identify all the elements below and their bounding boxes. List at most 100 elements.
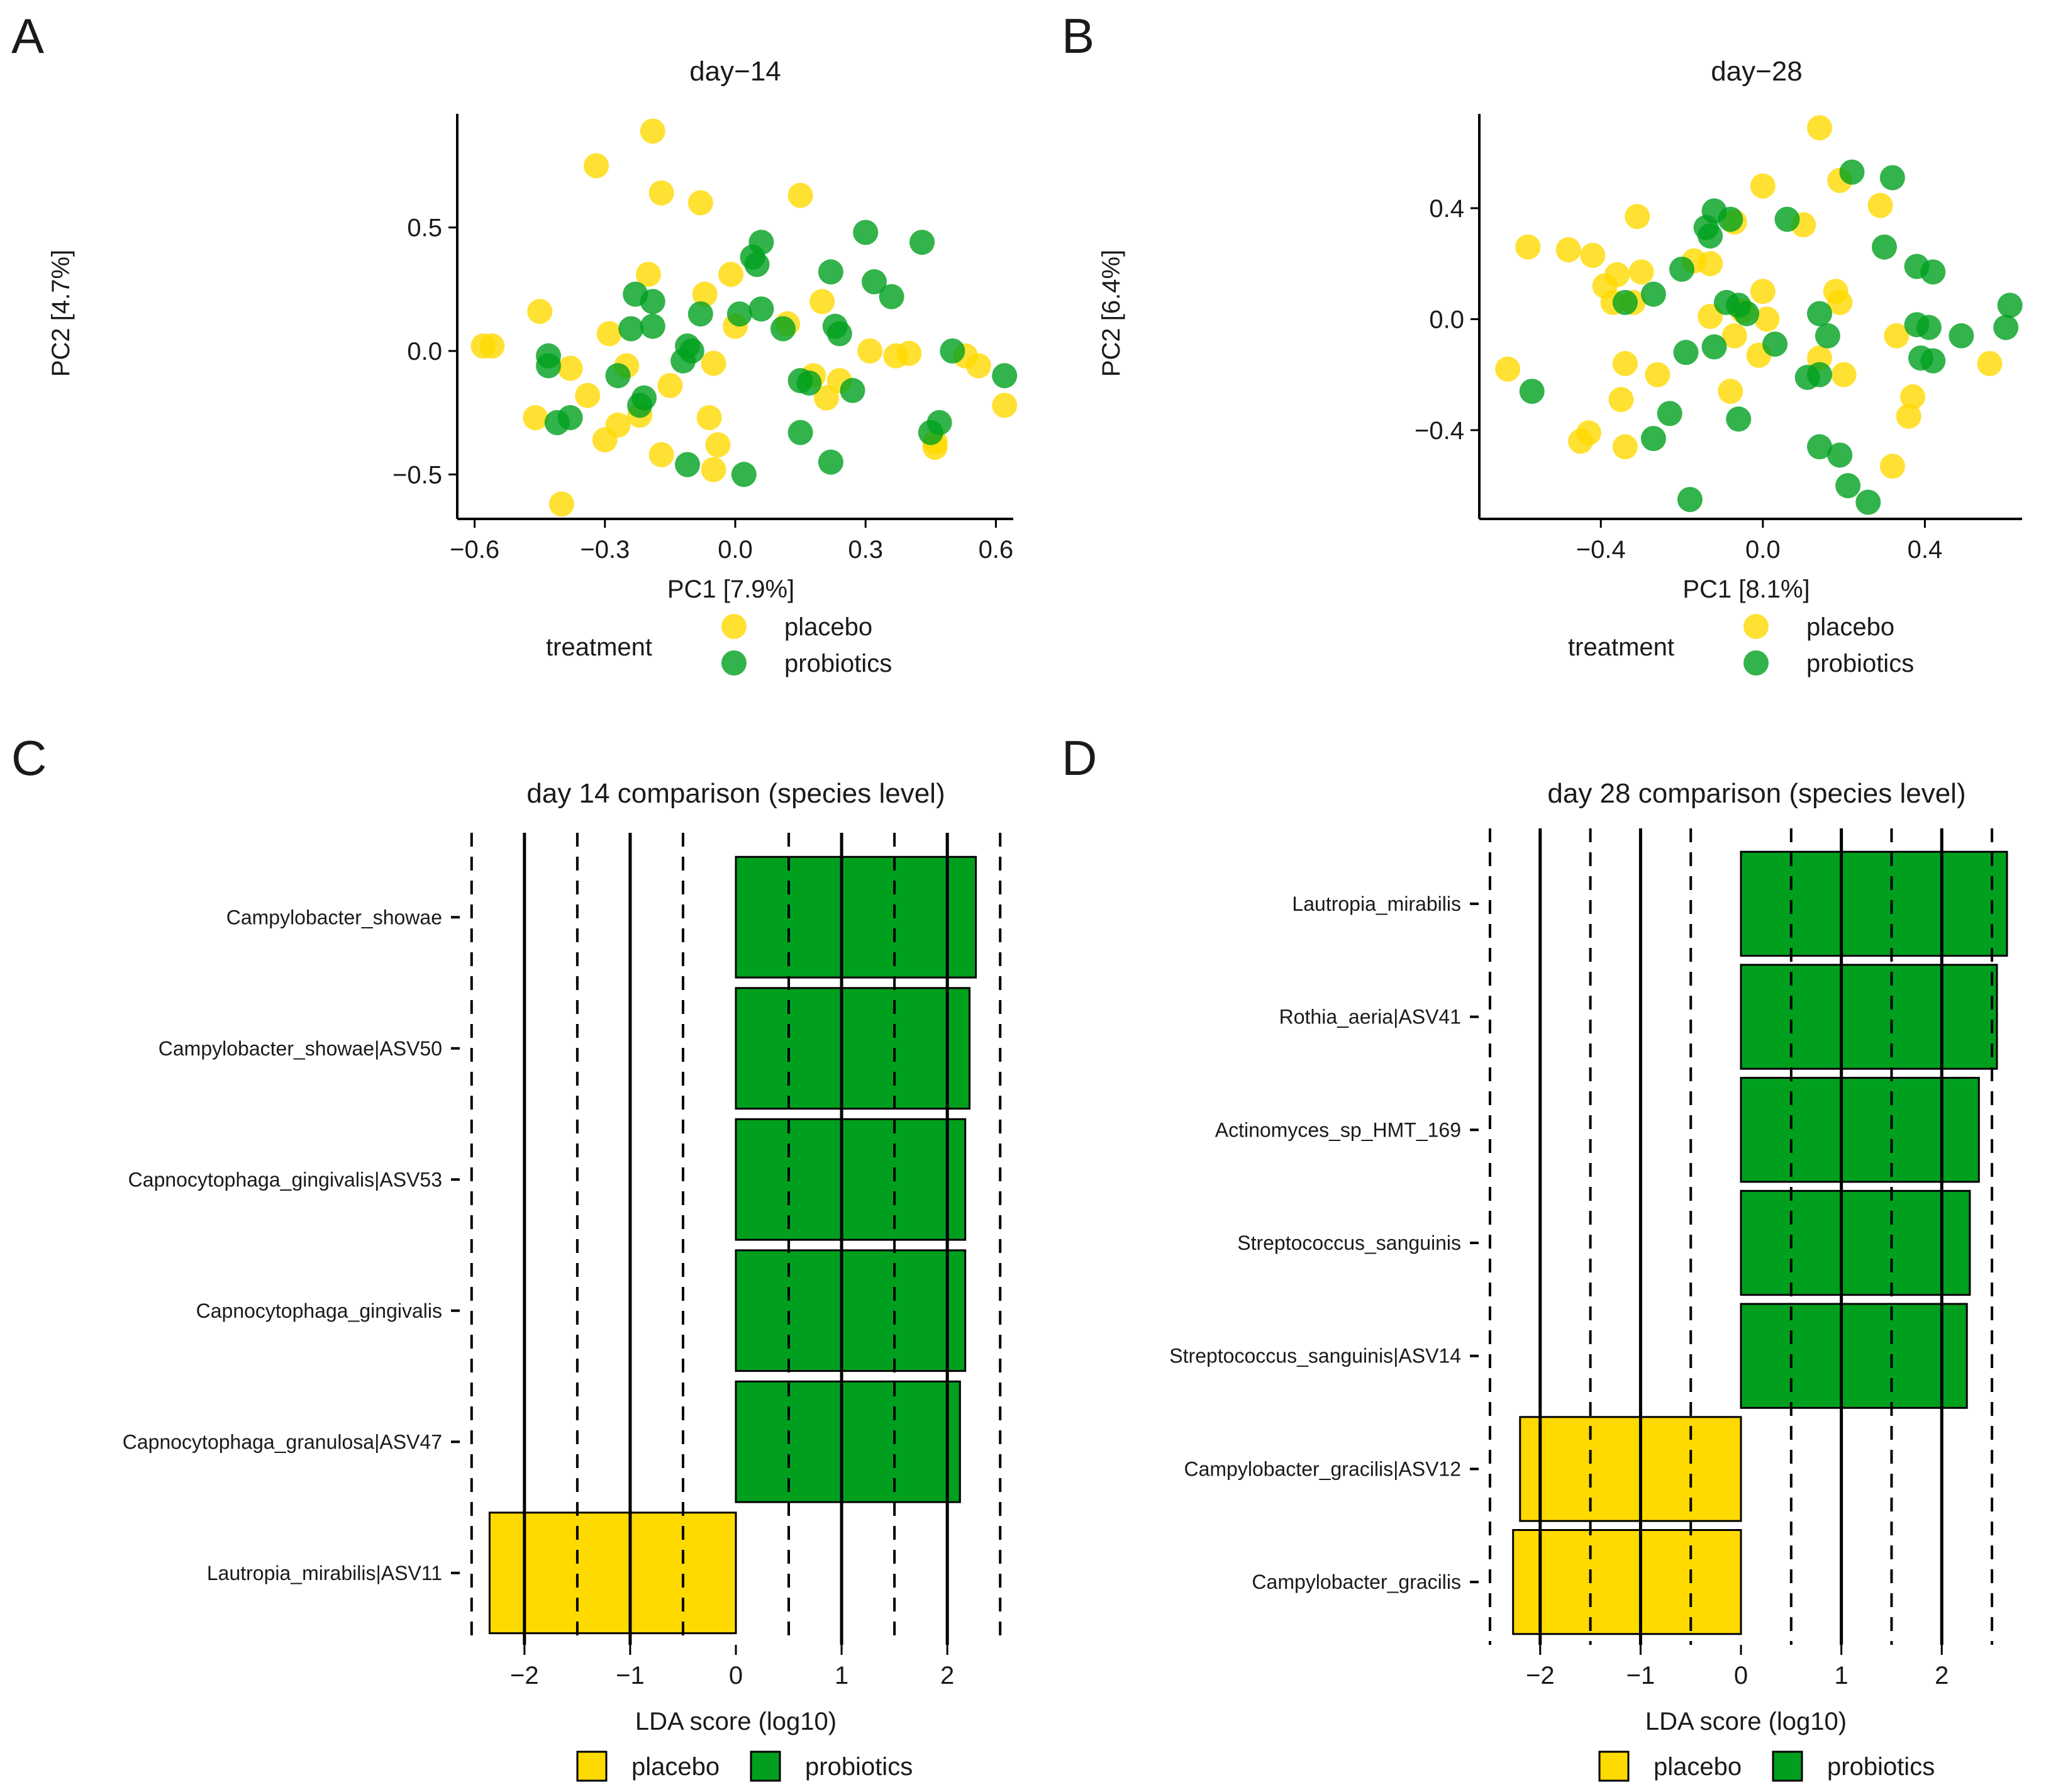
data-point-placebo — [596, 321, 622, 347]
data-point-placebo — [1580, 243, 1606, 268]
legend-label-placebo: placebo — [631, 1753, 720, 1781]
data-point-placebo — [718, 262, 744, 287]
data-point-placebo — [1608, 387, 1634, 413]
data-point-placebo — [1721, 323, 1747, 348]
data-point-probiotics — [1920, 348, 1946, 374]
x-axis-label: PC1 [8.1%] — [1682, 576, 1810, 603]
legend-swatch-placebo — [1598, 1750, 1630, 1782]
data-point-probiotics — [1993, 314, 2019, 340]
x-tick-label: 0 — [729, 1662, 743, 1689]
data-point-probiotics — [1835, 473, 1861, 499]
data-point-probiotics — [1807, 301, 1832, 326]
data-point-placebo — [648, 442, 674, 467]
data-point-probiotics — [1657, 401, 1682, 426]
data-point-placebo — [523, 405, 548, 430]
x-tick-label: 2 — [940, 1662, 954, 1689]
x-tick-label: 1 — [1835, 1662, 1849, 1689]
lda-bar-probiotics — [1740, 1189, 1971, 1296]
data-point-probiotics — [1807, 434, 1832, 460]
panel-letter-a: A — [11, 8, 44, 64]
lda-bar-probiotics — [735, 855, 977, 979]
data-point-placebo — [896, 340, 922, 366]
panel-letter-d: D — [1062, 730, 1097, 786]
x-tick-label: 0 — [1734, 1662, 1748, 1689]
data-point-placebo — [657, 373, 683, 398]
data-point-placebo — [548, 491, 574, 517]
data-point-probiotics — [544, 409, 570, 435]
data-point-probiotics — [1872, 234, 1897, 260]
x-tick-label: −1 — [1626, 1662, 1655, 1689]
data-point-probiotics — [536, 353, 561, 379]
data-point-placebo — [992, 392, 1018, 418]
lda-bar-probiotics — [735, 1118, 967, 1241]
panel-d-lda-day28: day 28 comparison (species level) Lautrop… — [1169, 778, 2008, 1782]
data-point-probiotics — [926, 409, 952, 435]
lda-bar-probiotics — [735, 1249, 967, 1372]
data-point-probiotics — [770, 316, 796, 342]
lda-bar-probiotics — [1740, 1303, 1968, 1409]
data-point-placebo — [1900, 384, 1926, 409]
x-tick-label: 0.6 — [979, 536, 1014, 564]
x-tick-label: −1 — [616, 1662, 645, 1689]
lda-bar-probiotics — [735, 1380, 961, 1503]
data-point-placebo — [1568, 428, 1593, 454]
data-point-placebo — [1750, 279, 1776, 304]
legend-label-placebo: placebo — [1654, 1753, 1742, 1781]
data-point-placebo — [1628, 259, 1654, 285]
data-point-placebo — [1612, 351, 1638, 376]
data-point-placebo — [701, 350, 726, 376]
legend-swatch-placebo — [1743, 614, 1769, 639]
data-point-placebo — [965, 353, 991, 379]
x-axis-label: LDA score (log10) — [635, 1708, 837, 1735]
chart-title: day 14 comparison (species level) — [526, 778, 945, 809]
data-point-probiotics — [1920, 259, 1946, 285]
data-point-placebo — [1750, 173, 1776, 199]
data-point-placebo — [1896, 403, 1921, 429]
data-point-placebo — [809, 289, 835, 314]
data-point-placebo — [814, 385, 839, 411]
lda-bar-probiotics — [1740, 1077, 1980, 1183]
data-point-placebo — [648, 180, 674, 206]
x-tick-label: 1 — [835, 1662, 848, 1689]
x-tick-label: −0.3 — [580, 536, 630, 564]
data-point-probiotics — [1827, 442, 1853, 468]
data-point-probiotics — [1807, 362, 1832, 387]
data-point-probiotics — [1677, 487, 1703, 513]
x-tick-label: 2 — [1935, 1662, 1949, 1689]
legend-swatch-probiotics — [721, 650, 747, 676]
chart-title: day−14 — [689, 56, 781, 87]
lda-bar-probiotics — [1740, 850, 2008, 957]
x-tick-label: −2 — [510, 1662, 539, 1689]
y-axis-label: PC2 [6.4%] — [1098, 250, 1125, 377]
x-tick-label: −0.4 — [1576, 536, 1626, 564]
data-point-placebo — [1807, 115, 1832, 141]
lda-bar-probiotics — [735, 987, 970, 1110]
x-tick-label: −0.6 — [450, 536, 499, 564]
data-point-probiotics — [1916, 314, 1942, 340]
data-point-placebo — [787, 182, 813, 208]
data-point-probiotics — [675, 452, 700, 477]
data-point-placebo — [605, 412, 631, 438]
y-tick-label: 0.0 — [1429, 306, 1464, 333]
x-axis-label: PC1 [7.9%] — [667, 576, 794, 603]
legend-label-probiotics: probiotics — [1827, 1753, 1935, 1781]
data-point-probiotics — [826, 321, 852, 347]
data-point-placebo — [635, 262, 661, 287]
data-point-probiotics — [940, 338, 965, 364]
panel-b-pca-day28: day−28 −0.4 0.0 0.4 −0.4 0.0 0.4 PC1 [8.1%] PC2 … — [1098, 56, 2023, 677]
data-point-probiotics — [1669, 257, 1694, 282]
data-point-placebo — [696, 405, 722, 430]
data-point-probiotics — [1839, 159, 1865, 185]
data-point-probiotics — [1713, 289, 1739, 315]
data-point-probiotics — [818, 259, 843, 285]
data-point-probiotics — [1949, 323, 1974, 348]
category-label: Streptococcus_sanguinis — [1237, 1232, 1461, 1254]
data-point-probiotics — [670, 348, 696, 374]
data-point-placebo — [857, 338, 883, 364]
category-label: Campylobacter_gracilis|ASV12 — [1184, 1457, 1461, 1480]
data-point-probiotics — [1640, 426, 1666, 452]
data-point-probiotics — [1640, 281, 1666, 307]
data-point-probiotics — [1718, 206, 1743, 232]
data-point-probiotics — [1997, 292, 2023, 318]
